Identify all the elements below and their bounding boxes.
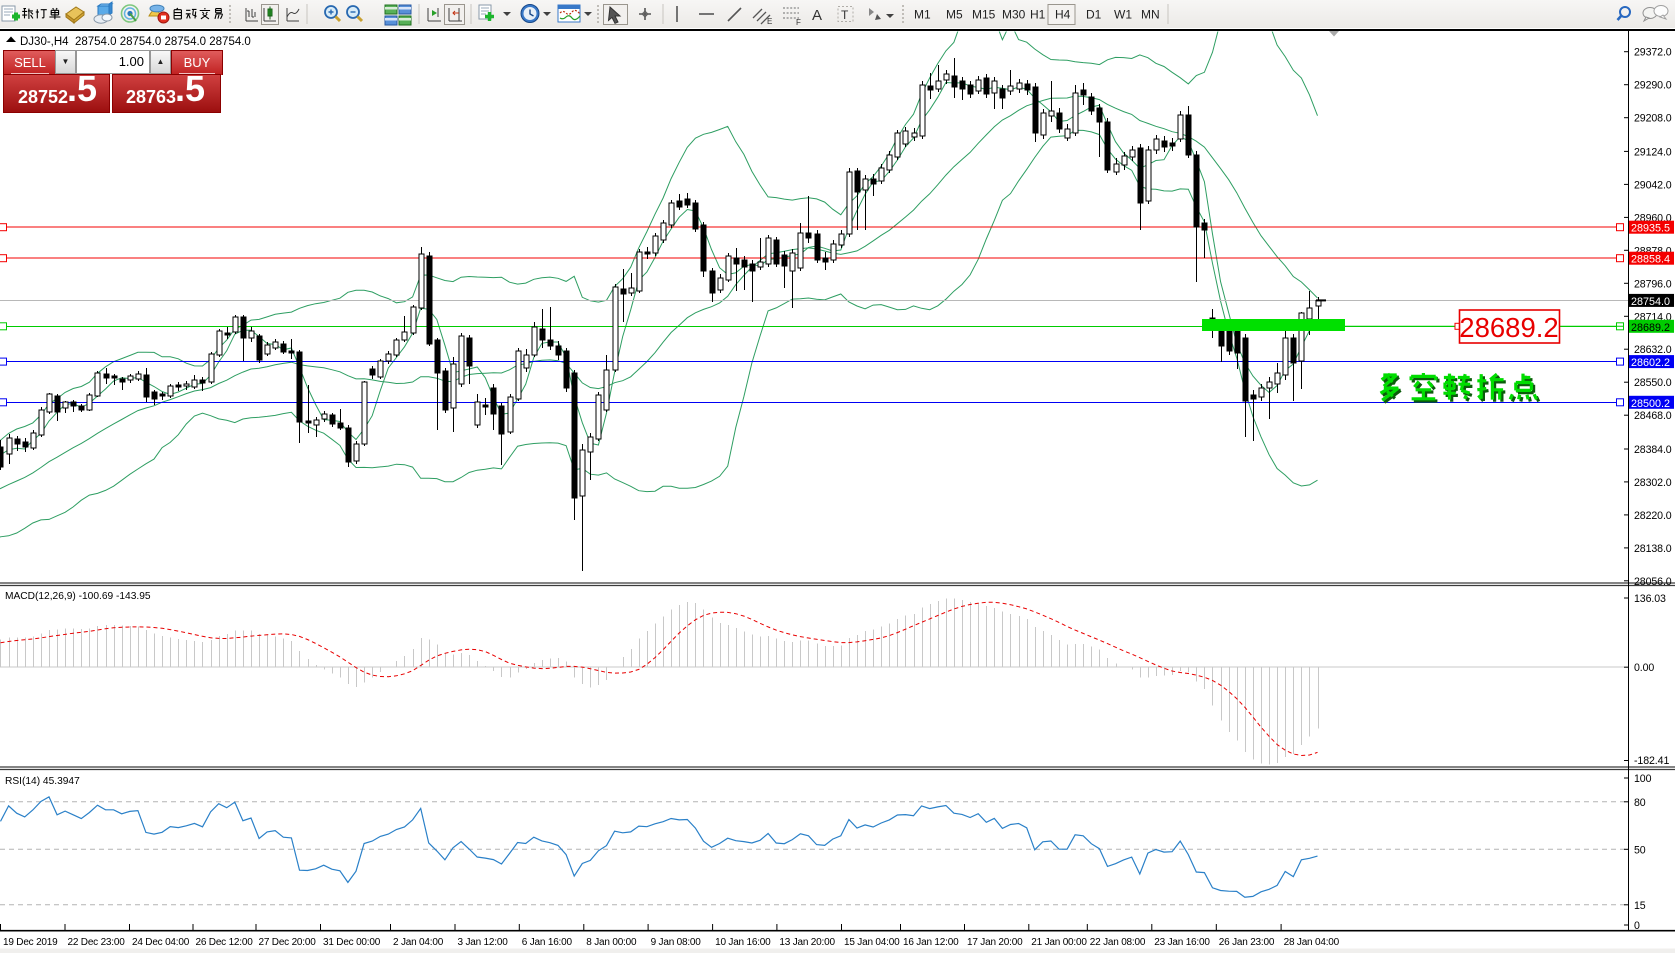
svg-text:T: T xyxy=(841,8,849,22)
svg-text:29290.0: 29290.0 xyxy=(1634,80,1672,92)
svg-text:28878.0: 28878.0 xyxy=(1634,245,1672,257)
svg-text:2 Jan 04:00: 2 Jan 04:00 xyxy=(393,937,444,948)
svg-text:RSI(14) 45.3947: RSI(14) 45.3947 xyxy=(5,776,80,787)
svg-text:28302.0: 28302.0 xyxy=(1634,477,1672,489)
svg-text:29372.0: 29372.0 xyxy=(1634,47,1672,59)
svg-text:28550.0: 28550.0 xyxy=(1634,377,1672,389)
svg-text:E: E xyxy=(767,17,772,26)
svg-text:0.00: 0.00 xyxy=(1634,662,1654,674)
svg-text:3 Jan 12:00: 3 Jan 12:00 xyxy=(458,937,509,948)
svg-text:A: A xyxy=(812,7,822,24)
svg-text:29124.0: 29124.0 xyxy=(1634,146,1672,158)
svg-text:15 Jan 04:00: 15 Jan 04:00 xyxy=(844,937,900,948)
svg-text:H4: H4 xyxy=(1055,8,1071,22)
svg-text:8 Jan 00:00: 8 Jan 00:00 xyxy=(586,937,637,948)
svg-text:29208.0: 29208.0 xyxy=(1634,113,1672,125)
svg-text:F: F xyxy=(796,18,801,27)
svg-text:28384.0: 28384.0 xyxy=(1634,444,1672,456)
svg-text:29042.0: 29042.0 xyxy=(1634,179,1672,191)
svg-text:22 Jan 08:00: 22 Jan 08:00 xyxy=(1090,937,1146,948)
svg-text:24 Dec 04:00: 24 Dec 04:00 xyxy=(132,937,190,948)
svg-text:M1: M1 xyxy=(914,8,931,22)
svg-text:10 Jan 16:00: 10 Jan 16:00 xyxy=(715,937,771,948)
svg-text:28602.2: 28602.2 xyxy=(1631,357,1670,369)
svg-text:28500.2: 28500.2 xyxy=(1631,398,1670,410)
svg-text:80: 80 xyxy=(1634,797,1646,809)
svg-text:21 Jan 00:00: 21 Jan 00:00 xyxy=(1031,937,1087,948)
svg-text:27 Dec 20:00: 27 Dec 20:00 xyxy=(259,937,317,948)
svg-text:28220.0: 28220.0 xyxy=(1634,510,1672,522)
svg-text:9 Jan 08:00: 9 Jan 08:00 xyxy=(651,937,702,948)
svg-text:50: 50 xyxy=(1634,844,1646,856)
svg-text:19 Dec 2019: 19 Dec 2019 xyxy=(3,937,58,948)
svg-text:28796.0: 28796.0 xyxy=(1634,278,1672,290)
svg-text:M15: M15 xyxy=(972,8,996,22)
svg-text:DJ30-,H4 28754.0 28754.0 2875: DJ30-,H4 28754.0 28754.0 28754.0 28754.0 xyxy=(20,36,251,48)
svg-text:28 Jan 04:00: 28 Jan 04:00 xyxy=(1284,937,1340,948)
svg-text:W1: W1 xyxy=(1114,8,1132,22)
svg-text:M30: M30 xyxy=(1002,8,1026,22)
svg-text:0: 0 xyxy=(1634,920,1640,932)
svg-text:100: 100 xyxy=(1634,773,1652,785)
svg-text:28754.0: 28754.0 xyxy=(1631,296,1670,308)
svg-text:28138.0: 28138.0 xyxy=(1634,543,1672,555)
svg-text:M5: M5 xyxy=(946,8,963,22)
svg-text:28632.0: 28632.0 xyxy=(1634,344,1672,356)
svg-text:28858.4: 28858.4 xyxy=(1631,254,1670,266)
svg-text:28935.5: 28935.5 xyxy=(1631,223,1670,235)
svg-text:28468.0: 28468.0 xyxy=(1634,410,1672,422)
svg-text:17 Jan 20:00: 17 Jan 20:00 xyxy=(967,937,1023,948)
svg-text:H1: H1 xyxy=(1030,8,1046,22)
svg-text:28056.0: 28056.0 xyxy=(1634,576,1672,588)
svg-text:31 Dec 00:00: 31 Dec 00:00 xyxy=(323,937,381,948)
svg-text:MACD(12,26,9) -100.69 -143.95: MACD(12,26,9) -100.69 -143.95 xyxy=(5,591,151,602)
svg-text:6 Jan 16:00: 6 Jan 16:00 xyxy=(522,937,573,948)
svg-text:28689.2: 28689.2 xyxy=(1631,322,1670,334)
svg-text:22 Dec 23:00: 22 Dec 23:00 xyxy=(68,937,126,948)
svg-text:16 Jan 12:00: 16 Jan 12:00 xyxy=(903,937,959,948)
svg-text:15: 15 xyxy=(1634,900,1646,912)
svg-text:26 Jan 23:00: 26 Jan 23:00 xyxy=(1219,937,1275,948)
svg-text:MN: MN xyxy=(1141,8,1160,22)
svg-text:13 Jan 20:00: 13 Jan 20:00 xyxy=(779,937,835,948)
svg-text:23 Jan 16:00: 23 Jan 16:00 xyxy=(1154,937,1210,948)
svg-text:-182.41: -182.41 xyxy=(1634,755,1669,767)
svg-text:28689.2: 28689.2 xyxy=(1459,312,1558,343)
svg-text:136.03: 136.03 xyxy=(1634,593,1666,605)
svg-text:26 Dec 12:00: 26 Dec 12:00 xyxy=(196,937,254,948)
svg-text:D1: D1 xyxy=(1086,8,1102,22)
